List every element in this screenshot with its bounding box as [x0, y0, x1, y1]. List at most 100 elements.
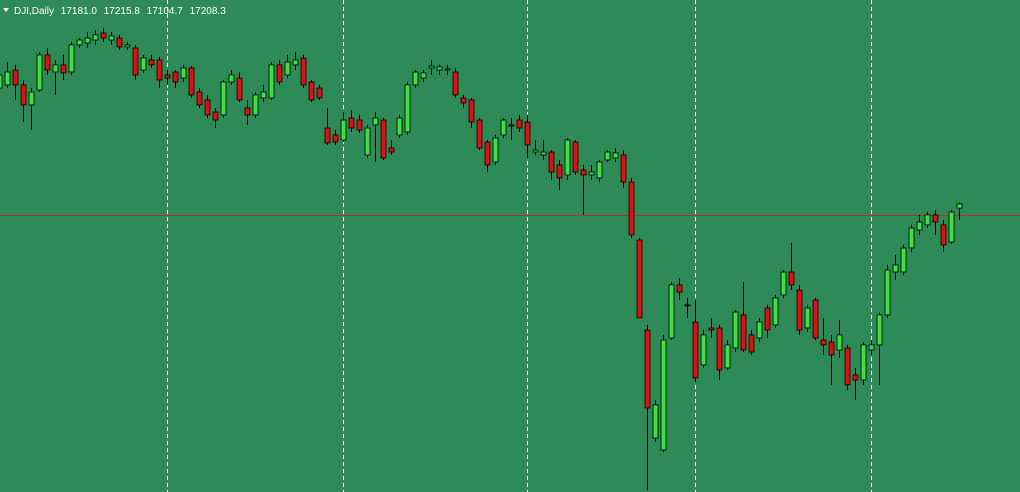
- candle-body: [196, 91, 203, 106]
- candle-body: [660, 339, 667, 451]
- candle-body: [828, 341, 835, 356]
- candle-body: [716, 327, 723, 371]
- candle-body: [596, 161, 603, 179]
- candle-body: [692, 321, 699, 379]
- candle-body: [316, 87, 323, 99]
- candle-body: [612, 152, 619, 159]
- candle-body: [428, 65, 435, 69]
- candle-body: [724, 344, 731, 369]
- candle-body: [940, 224, 947, 246]
- candle-body: [876, 314, 883, 346]
- candle-body: [388, 147, 395, 153]
- candle-body: [252, 94, 259, 116]
- candle-body: [732, 311, 739, 349]
- open-label: 17181.0: [61, 6, 98, 17]
- candle-body: [932, 214, 939, 223]
- candle-body: [420, 72, 427, 79]
- high-label: 17215.8: [104, 6, 141, 17]
- candle-body: [484, 141, 491, 166]
- chart-header: DJI,Daily 17181.0 17215.8 17104.7 17208.…: [14, 6, 226, 17]
- candle-body: [68, 44, 75, 73]
- candle-body: [532, 149, 539, 153]
- candle-body: [244, 107, 251, 116]
- candle-body: [628, 181, 635, 236]
- candle-body: [84, 37, 91, 44]
- collapse-icon[interactable]: [3, 8, 9, 12]
- candle-body: [884, 269, 891, 316]
- candle-body: [820, 339, 827, 346]
- candle-body: [308, 81, 315, 101]
- candle-body: [676, 284, 683, 293]
- candle-body: [812, 299, 819, 339]
- candle-body: [332, 134, 339, 143]
- candle-body: [76, 39, 83, 46]
- candle-body: [908, 227, 915, 249]
- candle-body: [500, 119, 507, 136]
- candle-body: [60, 64, 67, 74]
- candle-body: [44, 54, 51, 71]
- candle-body: [772, 297, 779, 326]
- candle-body: [92, 34, 99, 41]
- candle-body: [268, 64, 275, 99]
- candle-body: [0, 74, 3, 89]
- close-label: 17208.3: [190, 6, 227, 17]
- candle-body: [28, 91, 35, 106]
- candle-body: [380, 119, 387, 159]
- candle-body: [588, 171, 595, 176]
- candle-body: [788, 271, 795, 286]
- candle-body: [948, 211, 955, 243]
- candle-body: [644, 329, 651, 409]
- candle-body: [444, 68, 451, 71]
- candle-body: [916, 221, 923, 231]
- candle-body: [684, 304, 691, 307]
- candle-body: [756, 321, 763, 339]
- candle-body: [372, 117, 379, 126]
- candle-body: [236, 77, 243, 101]
- candle-body: [572, 141, 579, 173]
- candle-body: [108, 35, 115, 41]
- candle-body: [476, 119, 483, 149]
- candle-body: [156, 59, 163, 81]
- low-label: 17104.7: [147, 6, 184, 17]
- candle-body: [404, 84, 411, 133]
- candle-body: [852, 374, 859, 381]
- candle-body: [436, 66, 443, 71]
- candles: [0, 28, 1020, 490]
- candle-body: [708, 327, 715, 331]
- candle-body: [764, 307, 771, 331]
- candle-body: [836, 334, 843, 351]
- candle-body: [212, 111, 219, 121]
- candle-body: [860, 344, 867, 381]
- candle-body: [900, 247, 907, 273]
- candle-body: [468, 99, 475, 123]
- candle-body: [324, 127, 331, 144]
- candle-body: [12, 69, 19, 86]
- candle-body: [516, 119, 523, 129]
- candle-body: [636, 239, 643, 319]
- candle-body: [620, 154, 627, 183]
- candle-body: [340, 119, 347, 141]
- candle-body: [220, 81, 227, 116]
- candle-body: [36, 54, 43, 91]
- candle-body: [284, 61, 291, 76]
- candle-body: [4, 71, 11, 86]
- candle-body: [100, 32, 107, 39]
- candle-body: [116, 37, 123, 48]
- candle-body: [172, 71, 179, 83]
- candle-body: [20, 84, 27, 106]
- candle-body: [580, 169, 587, 176]
- candle-body: [564, 139, 571, 176]
- candle-body: [356, 119, 363, 131]
- candle-body: [412, 71, 419, 86]
- candle-body: [508, 124, 515, 127]
- candle-body: [132, 47, 139, 76]
- candle-body: [524, 121, 531, 146]
- candle-body: [796, 289, 803, 331]
- candle-body: [148, 59, 155, 66]
- candle-body: [276, 64, 283, 83]
- candle-body: [452, 71, 459, 96]
- candle-body: [260, 91, 267, 99]
